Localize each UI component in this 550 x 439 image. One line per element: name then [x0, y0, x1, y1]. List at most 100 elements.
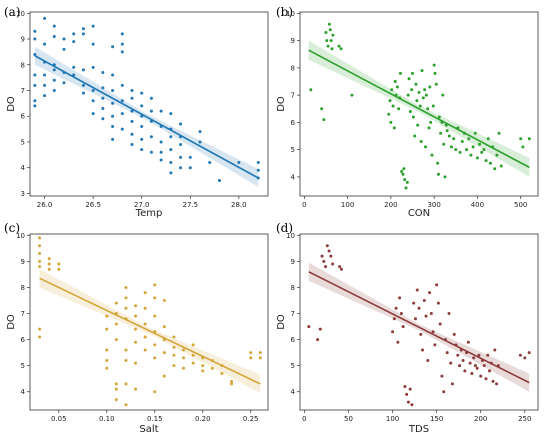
data-point: [57, 262, 61, 266]
data-point: [392, 317, 396, 321]
data-point: [449, 145, 453, 149]
data-point: [468, 361, 472, 365]
data-point: [330, 47, 334, 51]
data-point: [433, 343, 437, 347]
data-point: [91, 112, 95, 116]
data-point: [43, 73, 47, 77]
chart-panel-2: (b) 0 100 200 300 400 500 4 5 6 7 8 9 10 CON DO: [276, 5, 539, 219]
data-point: [81, 27, 85, 31]
data-point: [140, 91, 144, 95]
data-point: [339, 47, 343, 51]
data-point: [62, 47, 66, 51]
data-point: [72, 65, 76, 69]
data-point: [449, 361, 453, 365]
data-point: [518, 353, 522, 357]
data-point: [140, 137, 144, 141]
data-point: [140, 148, 144, 152]
y-tick-label: 5: [291, 146, 295, 154]
data-point: [124, 382, 128, 386]
x-tick-label: 0.25: [243, 415, 259, 423]
data-point: [429, 120, 433, 124]
data-point: [478, 142, 482, 146]
data-point: [471, 145, 475, 149]
data-point: [38, 327, 42, 331]
panel-label: (c): [4, 221, 20, 235]
y-tick-label: 7: [291, 92, 295, 100]
data-point: [325, 244, 329, 248]
data-point: [469, 153, 473, 157]
y-axis-label: DO: [6, 96, 17, 112]
data-point: [463, 369, 467, 373]
data-point: [124, 358, 128, 362]
data-point: [443, 175, 447, 179]
y-tick-label: 5: [21, 362, 25, 370]
data-point: [419, 139, 423, 143]
data-point: [124, 348, 128, 352]
data-point: [322, 118, 326, 122]
data-point: [162, 374, 166, 378]
data-point: [120, 83, 124, 87]
x-tick-label: 200: [474, 415, 487, 423]
plot-frame: [29, 11, 269, 197]
data-point: [143, 335, 147, 339]
data-point: [405, 180, 409, 184]
data-point: [249, 351, 253, 355]
y-tick-label: 5: [291, 362, 295, 370]
data-point: [413, 317, 417, 321]
data-point: [395, 85, 399, 89]
x-tick-label: 27.0: [134, 201, 150, 209]
data-point: [172, 335, 176, 339]
data-point: [182, 356, 186, 360]
data-point: [143, 306, 147, 310]
data-point: [38, 265, 42, 269]
x-tick-label: 27.5: [182, 201, 198, 209]
data-point: [182, 366, 186, 370]
data-point: [519, 137, 523, 141]
data-point: [258, 351, 262, 355]
x-tick-label: 50: [344, 415, 353, 423]
data-point: [169, 112, 173, 116]
data-point: [114, 322, 118, 326]
data-point: [101, 107, 105, 111]
data-point: [422, 298, 426, 302]
data-point: [467, 137, 471, 141]
data-point: [400, 169, 404, 173]
data-point: [410, 403, 414, 407]
y-tick-label: 7: [291, 310, 295, 318]
data-point: [52, 24, 56, 28]
data-point: [392, 126, 396, 130]
data-point: [486, 353, 490, 357]
data-point: [408, 387, 412, 391]
data-point: [105, 314, 109, 318]
data-point: [427, 126, 431, 130]
data-point: [111, 114, 115, 118]
data-point: [389, 120, 393, 124]
data-point: [130, 96, 134, 100]
data-point: [130, 119, 134, 123]
data-point: [475, 156, 479, 160]
data-point: [322, 259, 326, 263]
data-point: [124, 403, 128, 407]
data-point: [426, 107, 430, 111]
data-point: [237, 161, 241, 165]
data-point: [201, 369, 205, 373]
y-tick-label: 6: [291, 119, 296, 127]
data-point: [486, 137, 490, 141]
data-point: [484, 159, 488, 163]
data-point: [111, 88, 115, 92]
data-point: [429, 312, 433, 316]
data-point: [423, 145, 427, 149]
data-point: [309, 88, 313, 92]
x-tick-label: 100: [386, 415, 399, 423]
data-point: [403, 178, 407, 182]
data-point: [413, 134, 417, 138]
y-tick-label: 6: [21, 113, 26, 121]
y-tick-label: 3: [21, 190, 25, 198]
data-point: [402, 167, 406, 171]
y-tick-label: 9: [291, 37, 295, 45]
x-tick-label: 0.05: [51, 415, 67, 423]
data-point: [120, 32, 124, 36]
data-point: [230, 382, 234, 386]
y-tick-label: 6: [291, 336, 296, 344]
data-point: [162, 325, 166, 329]
